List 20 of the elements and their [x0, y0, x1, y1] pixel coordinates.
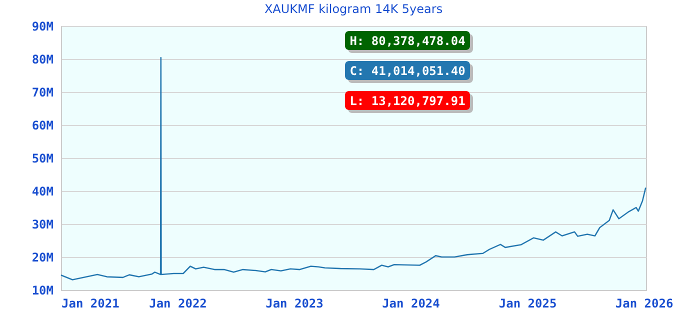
y-tick-label: 40M — [32, 184, 54, 198]
y-tick-label: 90M — [32, 20, 54, 34]
y-tick-label: 20M — [32, 250, 54, 264]
annotation: C: 41,014,051.40 — [350, 64, 466, 78]
annotation: L: 13,120,797.91 — [350, 94, 466, 108]
x-tick-label: Jan 2021 — [62, 296, 120, 310]
x-tick-label: Jan 2024 — [382, 296, 440, 310]
x-tick-label: Jan 2026 — [615, 296, 674, 310]
x-tick-label: Jan 2022 — [149, 296, 207, 310]
x-tick-label: Jan 2023 — [266, 296, 324, 310]
y-tick-label: 10M — [32, 284, 54, 298]
y-tick-label: 50M — [32, 152, 54, 166]
x-tick-label: Jan 2025 — [498, 296, 557, 310]
chart-title: XAUKMF kilogram 14K 5years — [264, 2, 443, 16]
annotation: H: 80,378,478.04 — [350, 34, 466, 48]
y-tick-label: 30M — [32, 218, 54, 232]
y-tick-label: 80M — [32, 52, 54, 66]
y-tick-label: 60M — [32, 118, 54, 132]
y-tick-label: 70M — [32, 86, 54, 100]
line-series — [60, 57, 646, 280]
